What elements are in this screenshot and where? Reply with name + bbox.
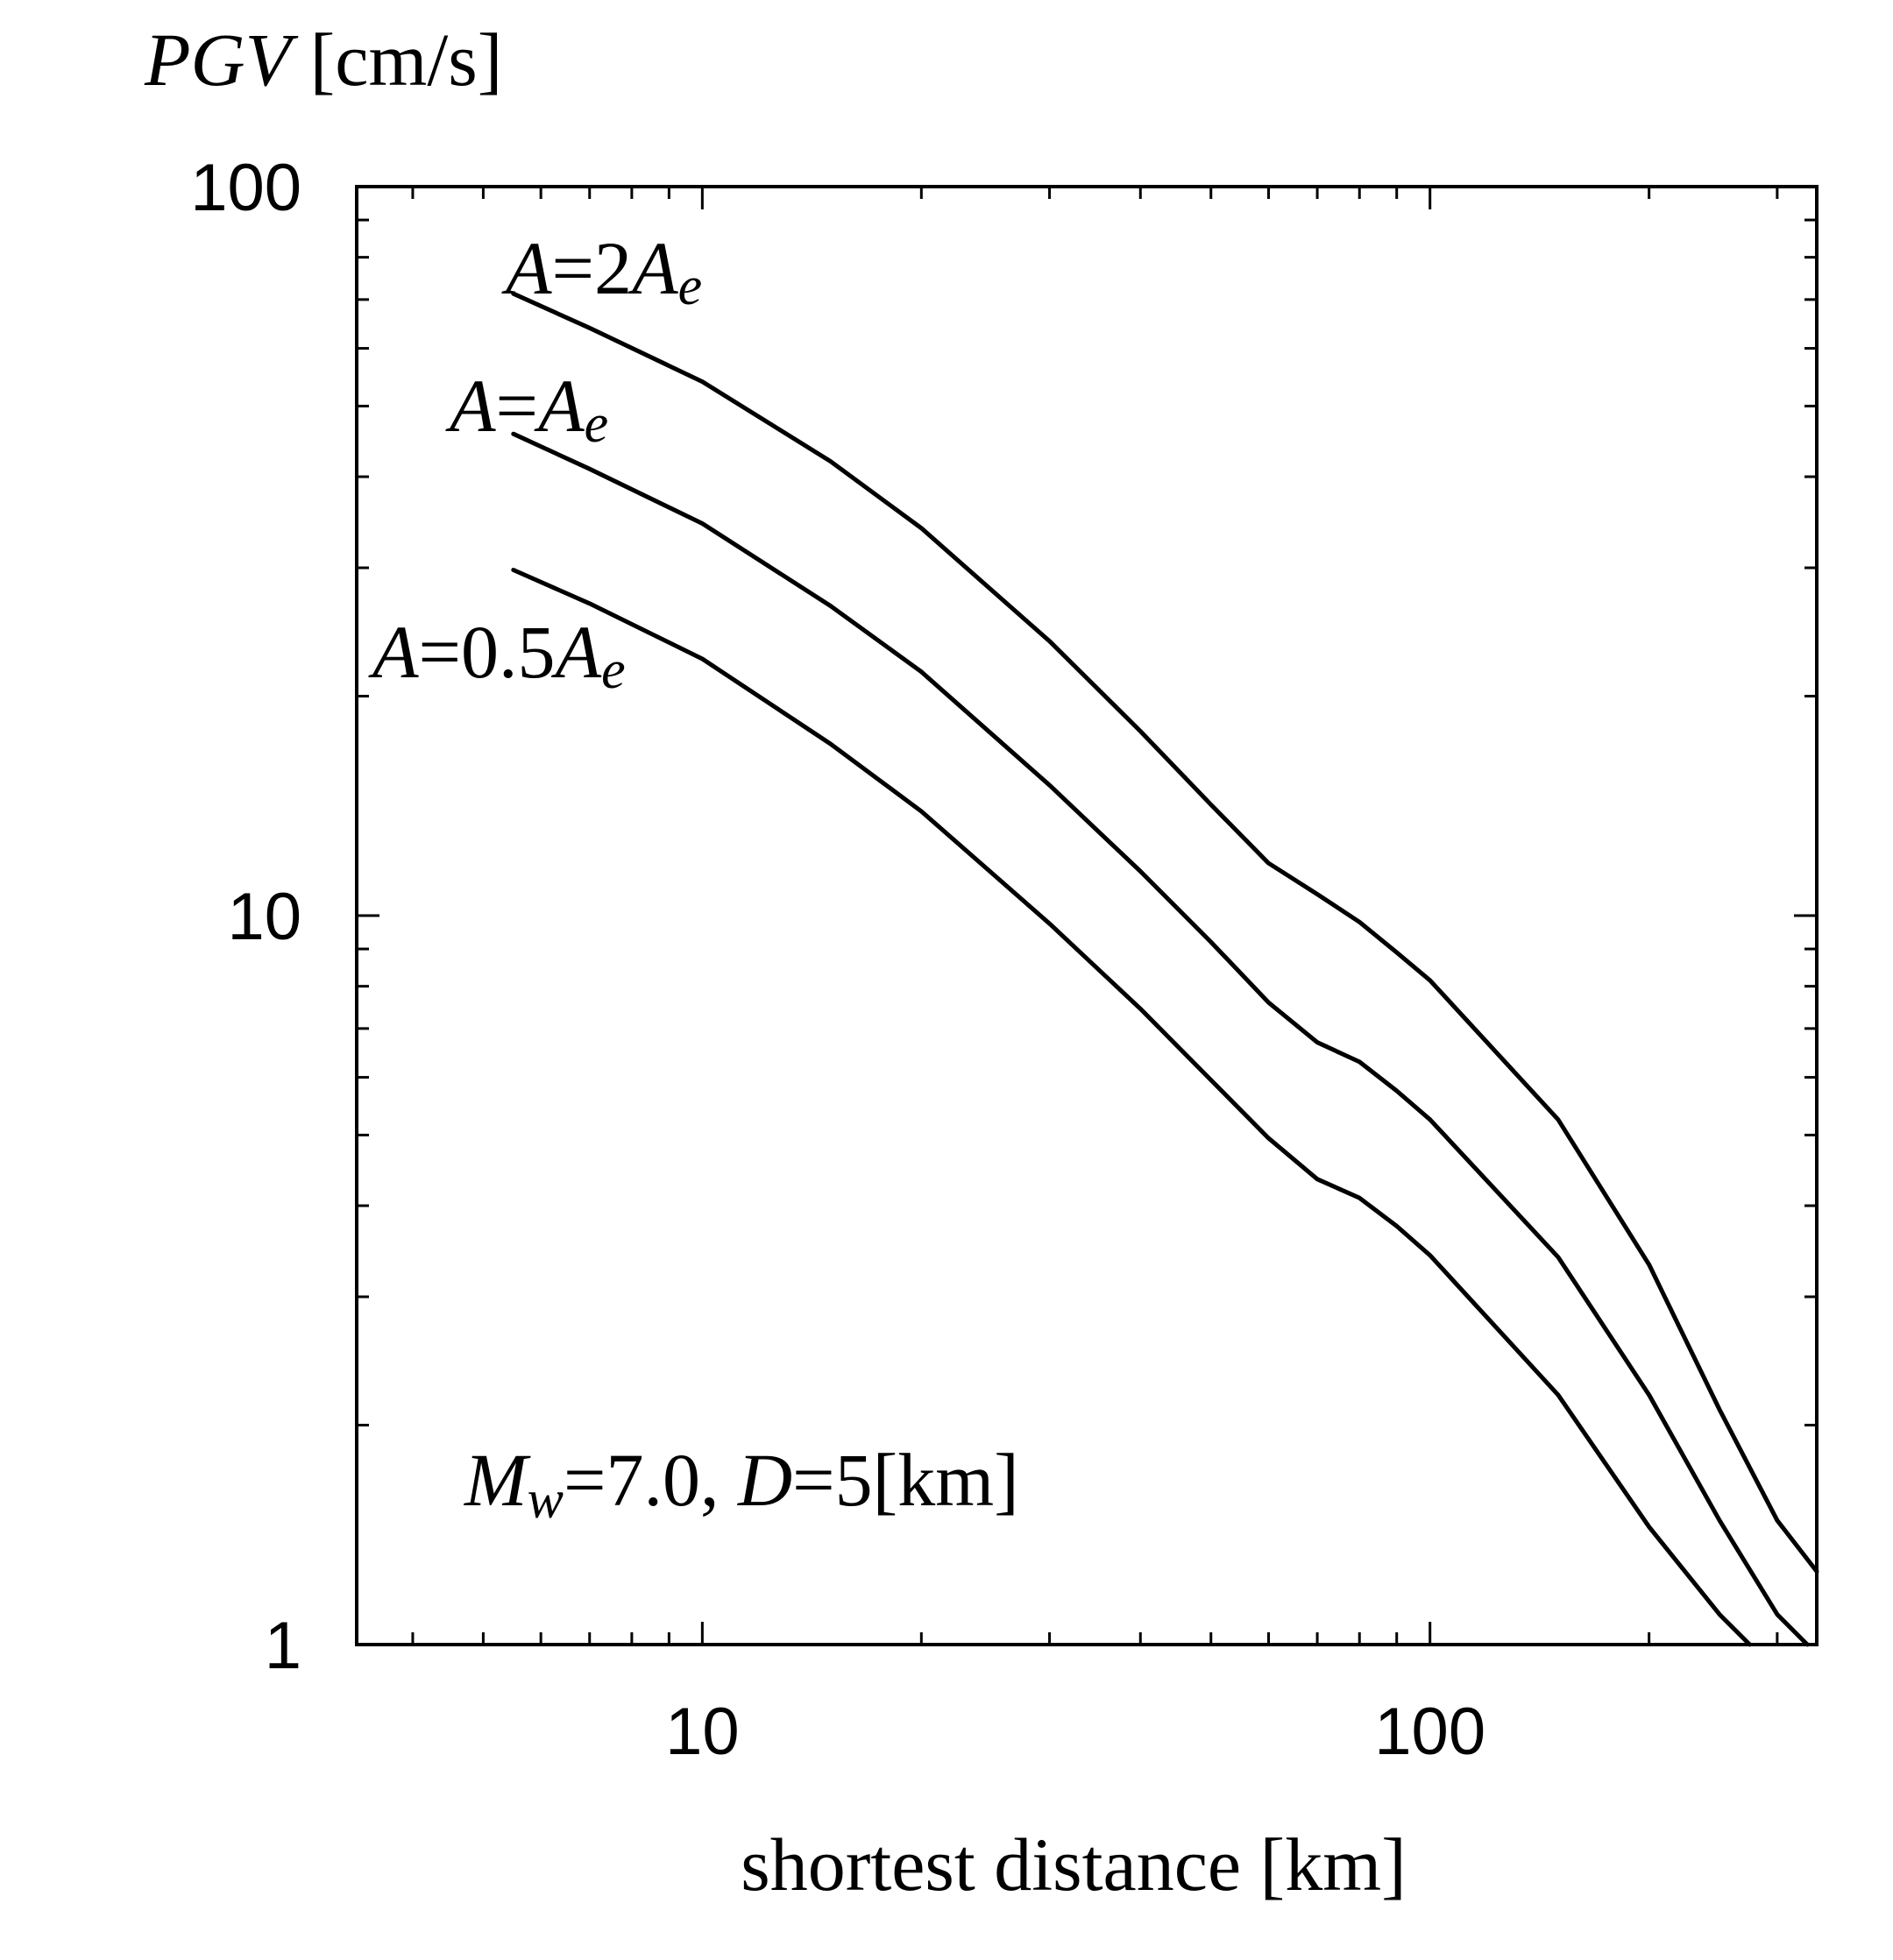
x-axis-title: shortest distance [km] — [741, 1822, 1406, 1907]
series-line-0-5ae — [511, 568, 1752, 1647]
x-tick-label: 100 — [1374, 1695, 1485, 1769]
y-tick-label: 100 — [190, 151, 301, 225]
series-line-2ae — [511, 291, 1819, 1574]
y-axis-title-symbol: PGV — [144, 18, 299, 102]
y-tick-label: 10 — [227, 880, 301, 954]
axis-tick-labels: 10 100 1 10 100 — [190, 151, 1485, 1769]
series-label-ae: A=Ae — [445, 364, 608, 454]
plot-frame — [355, 185, 1819, 1646]
series-label-0-5ae: A=0.5Ae — [368, 610, 626, 700]
y-axis-title-unit: [cm/s] — [291, 18, 502, 102]
series-line-ae — [511, 431, 1810, 1647]
series-lines — [511, 291, 1819, 1647]
magnitude-depth-annotation: Mw=7.0, D=5[km] — [463, 1438, 1019, 1530]
x-tick-label: 10 — [665, 1695, 740, 1769]
y-tick-label: 1 — [265, 1609, 301, 1683]
series-label-2ae: A=2Ae — [501, 226, 702, 316]
y-axis-title: PGV [cm/s] — [144, 18, 502, 102]
